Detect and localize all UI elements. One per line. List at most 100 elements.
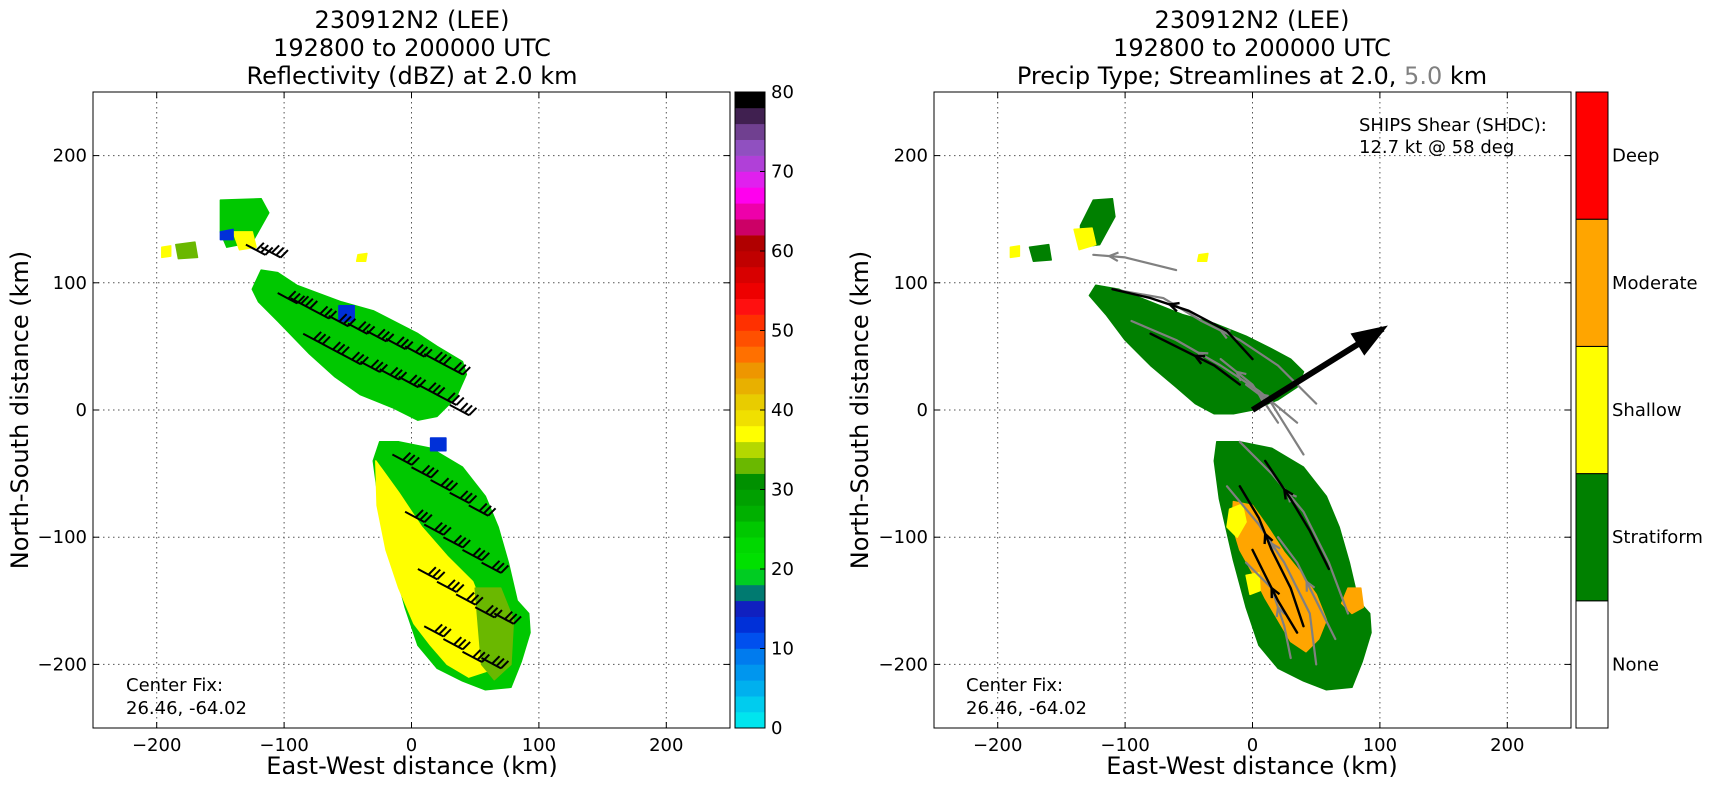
colorbar-category-label: Shallow — [1612, 400, 1682, 421]
colorbar-swatch — [735, 457, 765, 474]
colorbar-swatch — [735, 314, 765, 331]
colorbar-category-swatch — [1575, 91, 1609, 220]
colorbar-swatch — [735, 410, 765, 427]
wind-barb — [449, 490, 478, 504]
wind-barb — [442, 534, 471, 549]
right-title-part-a: Precip Type; Streamlines at 2.0, — [1017, 62, 1404, 90]
left-x-tick-label: −100 — [259, 735, 308, 756]
wind-barb — [474, 604, 503, 619]
colorbar-category-swatch — [1575, 345, 1609, 475]
streamline-arrowhead — [1275, 604, 1286, 618]
colorbar-tick-label: 80 — [771, 82, 794, 103]
left-y-tick-label: 0 — [76, 400, 87, 421]
wind-barb — [398, 374, 427, 389]
colorbar-swatch — [735, 298, 765, 315]
right-title-line-3: Precip Type; Streamlines at 2.0, 5.0 km — [1017, 62, 1487, 90]
colorbar-swatch — [735, 521, 765, 538]
colorbar-swatch — [735, 664, 765, 681]
wind-barb — [321, 341, 350, 356]
right-y-tick-label: −200 — [879, 654, 928, 675]
right-x-tick-label: −200 — [973, 735, 1022, 756]
right-y-axis-label: North-South distance (km) — [846, 251, 874, 570]
right-center-fix-label: Center Fix: — [966, 675, 1063, 696]
left-x-tick-label: 0 — [406, 735, 417, 756]
colorbar-swatch — [735, 648, 765, 665]
right-x-tick-label: −100 — [1100, 735, 1149, 756]
right-plot-area: −200 −100 0 100 200 −200 −100 0 100 200 SHIPS She… — [879, 91, 1572, 756]
colorbar-category-label: Stratiform — [1612, 527, 1703, 548]
left-title-line-3: Reflectivity (dBZ) at 2.0 km — [247, 62, 578, 90]
streamline — [1092, 253, 1178, 272]
wind-barb — [309, 305, 338, 320]
colorbar-swatch — [735, 616, 765, 633]
echo-region — [1231, 500, 1328, 653]
wind-barb — [417, 566, 446, 581]
reflectivity-panel: 230912N2 (LEE) 192800 to 200000 UTC Refl… — [6, 6, 794, 780]
shear-text-line-2: 12.7 kt @ 58 deg — [1359, 137, 1514, 158]
right-x-axis-label: East-West distance (km) — [1106, 752, 1397, 780]
colorbar-swatch — [735, 171, 765, 188]
right-x-tick-label: 200 — [1490, 735, 1524, 756]
right-gridlines — [934, 92, 1571, 728]
shear-text-line-1: SHIPS Shear (SHDC): — [1359, 115, 1547, 136]
streamlines-2km — [1111, 288, 1331, 634]
left-x-tick-label: 200 — [649, 735, 683, 756]
wind-barb — [417, 382, 446, 396]
wind-barb — [481, 655, 510, 670]
left-y-axis-label: North-South distance (km) — [6, 251, 34, 570]
colorbar-swatch — [735, 330, 765, 347]
colorbar-swatch — [735, 680, 765, 697]
left-center-fix-label: Center Fix: — [126, 675, 223, 696]
wind-barb — [423, 522, 452, 536]
wind-barb — [411, 464, 439, 479]
right-x-tick-label: 0 — [1247, 735, 1258, 756]
right-y-tick-label: 0 — [917, 400, 928, 421]
colorbar-swatch — [735, 425, 765, 443]
colorbar-swatch — [735, 155, 765, 172]
wind-barb — [449, 402, 478, 417]
streamline-arrowhead — [1305, 579, 1316, 592]
wind-barb — [462, 649, 490, 663]
wind-barb — [302, 331, 331, 345]
colorbar-swatch — [735, 537, 765, 554]
colorbar-swatch — [735, 235, 765, 252]
colorbar-tick-label: 10 — [771, 639, 794, 660]
streamline — [1111, 288, 1254, 361]
left-axis-ticks: −200 −100 0 100 200 −200 −100 0 100 200 — [38, 92, 730, 756]
wind-barb — [462, 547, 490, 562]
colorbar-swatch — [735, 569, 765, 586]
left-y-tick-label: −100 — [38, 527, 87, 548]
left-plot-area: −200 −100 0 100 200 −200 −100 0 100 200 Center Fi… — [38, 91, 731, 756]
right-y-tick-label: 100 — [894, 273, 928, 294]
right-center-fix-value: 26.46, -64.02 — [966, 698, 1087, 719]
streamline-arrowhead — [1270, 585, 1281, 599]
colorbar-swatch — [735, 139, 765, 156]
colorbar-swatch — [735, 553, 765, 570]
wind-barb — [328, 313, 357, 328]
echo-region — [1226, 503, 1247, 538]
wind-barb — [442, 361, 471, 376]
colorbar-swatch — [735, 584, 765, 602]
colorbar-swatch — [735, 600, 765, 617]
shear-vector-arrow — [1250, 325, 1388, 413]
streamline-arrowhead — [1263, 531, 1274, 545]
streamline — [1245, 383, 1305, 456]
streamline-arrowhead — [1282, 487, 1294, 500]
wind-barb — [404, 509, 433, 524]
colorbar-tick-label: 30 — [771, 480, 794, 501]
colorbar-swatch — [735, 92, 765, 109]
colorbar-swatch — [735, 362, 765, 379]
colorbar-swatch — [735, 346, 765, 363]
right-y-tick-label: −100 — [879, 527, 928, 548]
colorbar-swatch — [735, 219, 765, 236]
left-center-fix-value: 26.46, -64.02 — [126, 698, 247, 719]
echo-region — [1009, 245, 1021, 259]
streamline — [1238, 485, 1305, 628]
echo-region — [161, 245, 172, 259]
echo-region — [355, 252, 368, 262]
streamline-arrowhead — [1106, 251, 1119, 263]
colorbar-tick-label: 60 — [771, 241, 794, 262]
wind-barb — [493, 611, 522, 625]
colorbar-swatch — [735, 473, 765, 490]
left-wind-barbs — [245, 242, 522, 670]
